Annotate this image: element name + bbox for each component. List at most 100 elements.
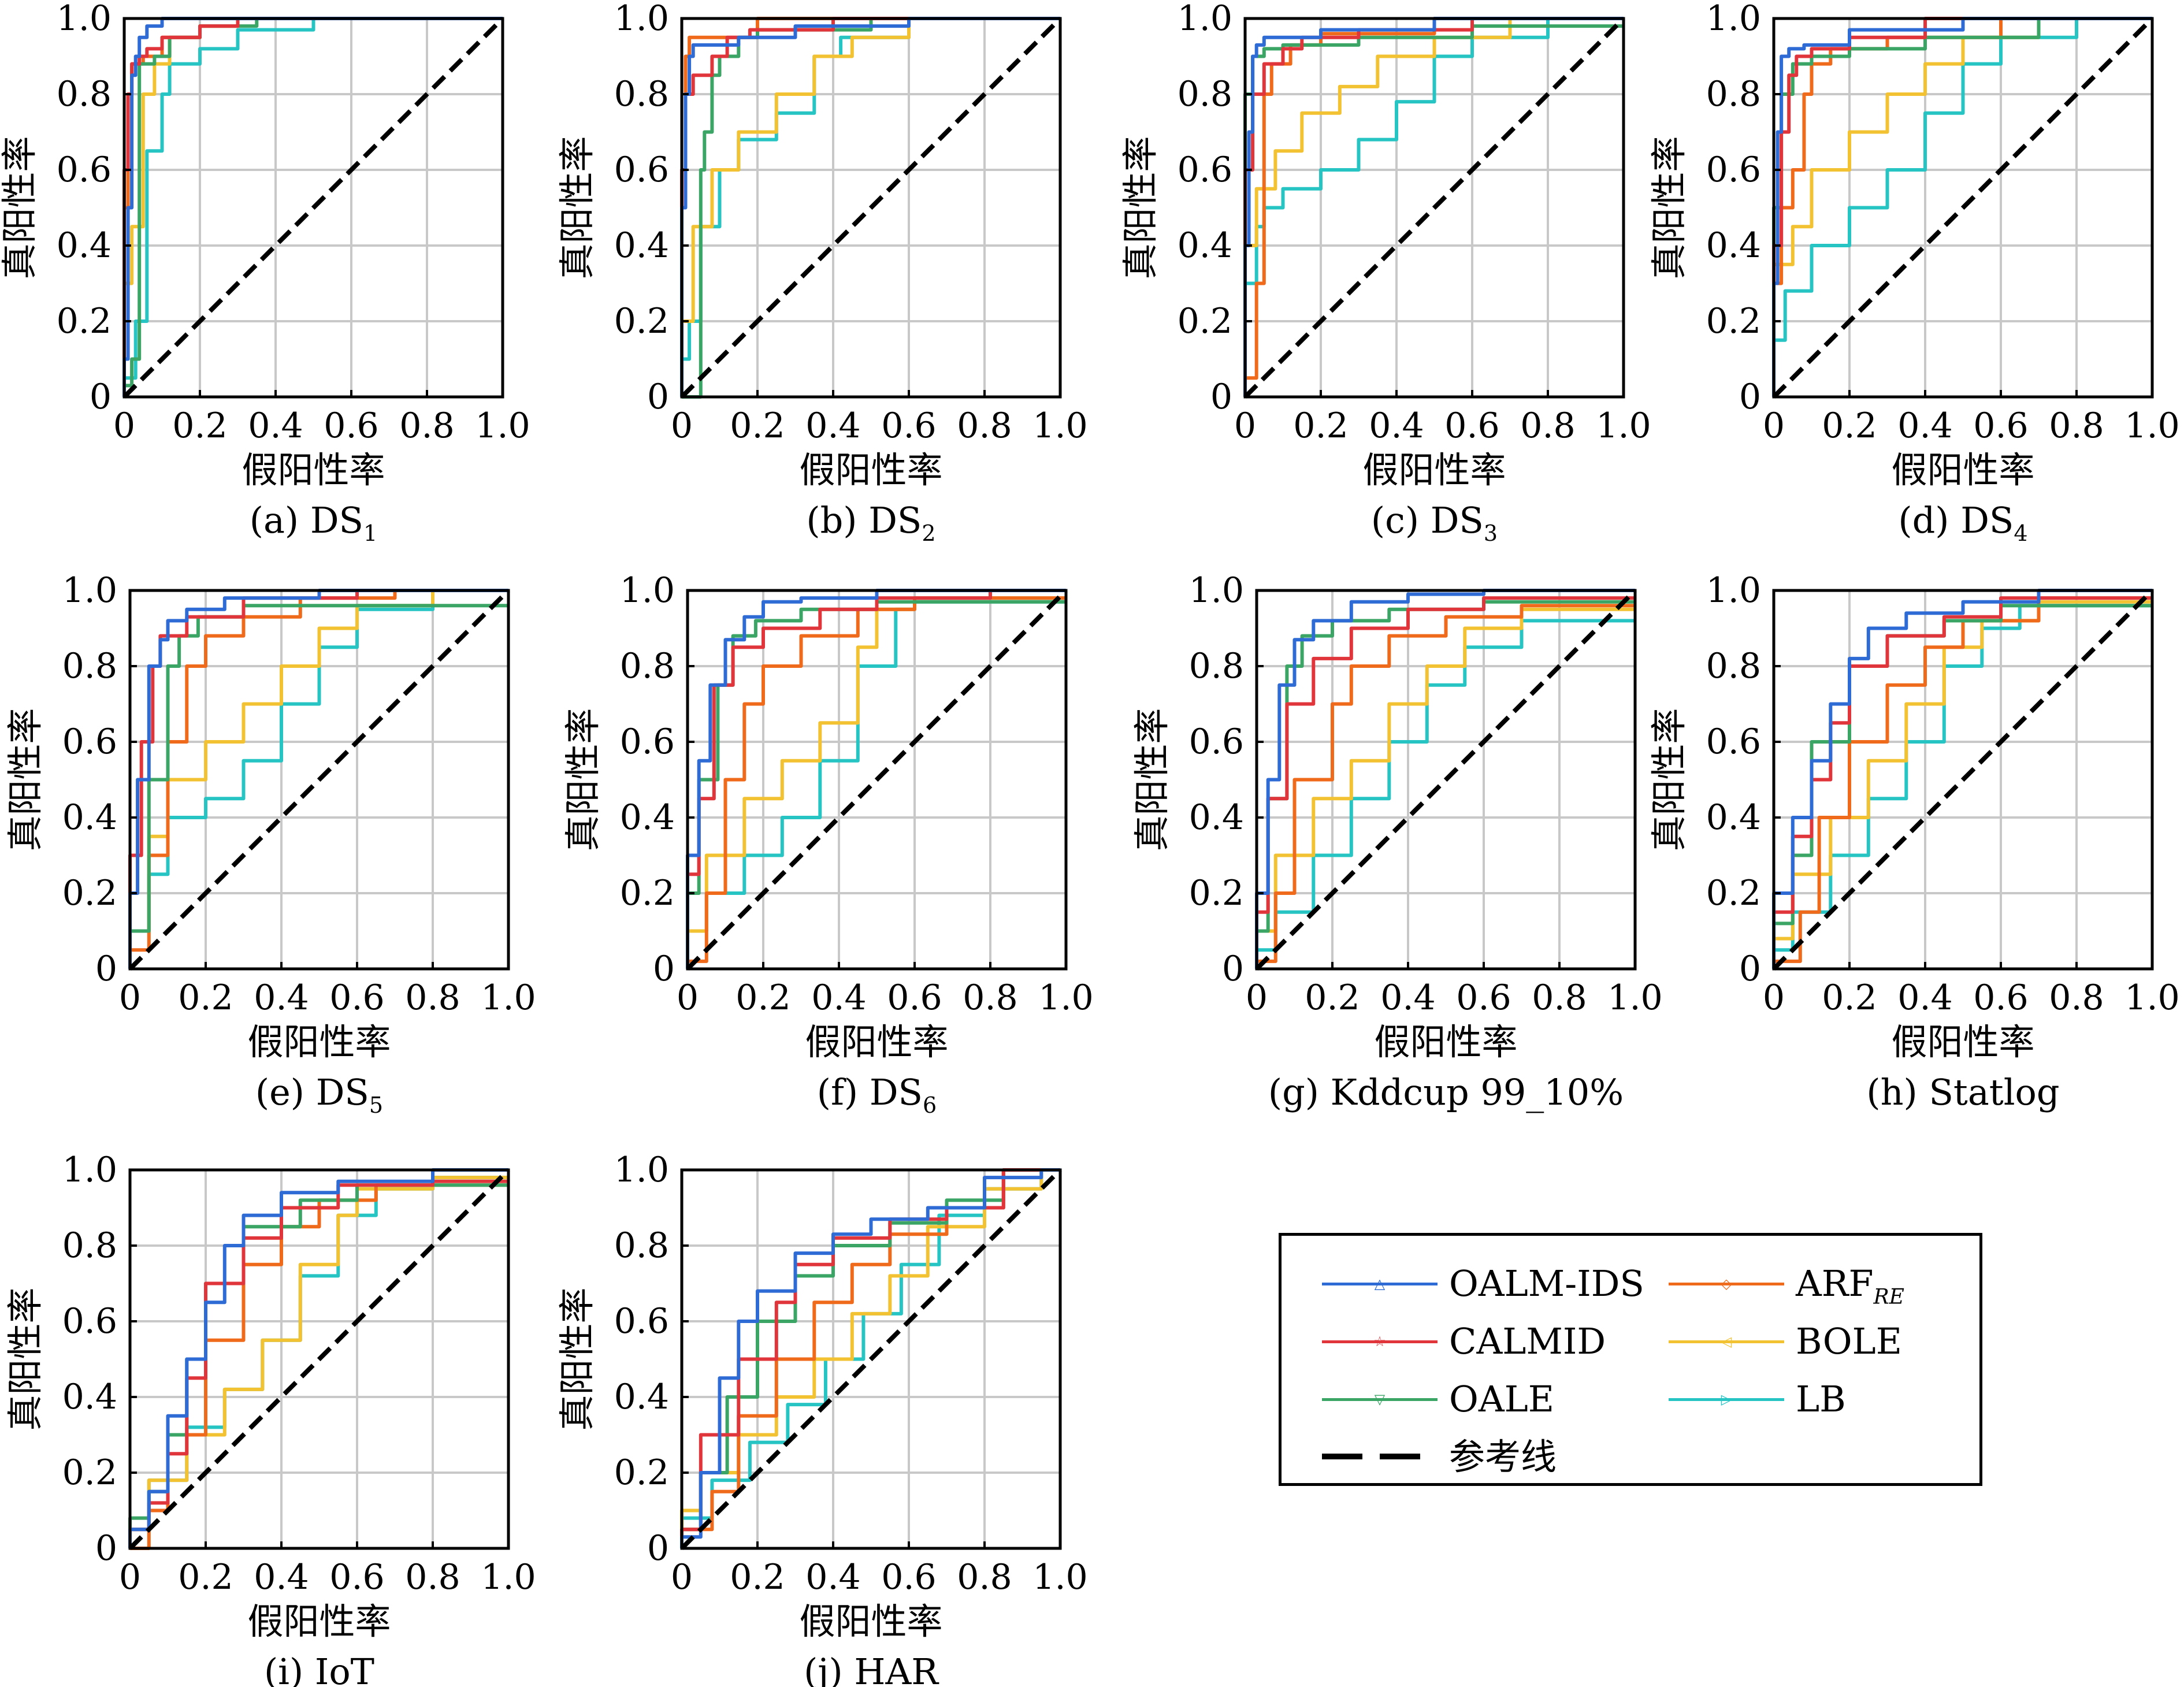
x-tick-label: 0.2 [1822,978,1877,1018]
star-icon: ☆ [1373,1333,1386,1350]
x-axis-label: 假阳性率 [805,1021,948,1063]
y-tick-label: 0.2 [1706,873,1761,913]
y-tick-label: 0.4 [1189,797,1244,838]
y-tick-label: 0 [647,1528,669,1569]
plot-frame [1243,17,1625,399]
x-tick-label: 0.2 [172,406,227,446]
y-tick-label: 0.4 [1706,225,1761,266]
x-tick-label: 0.6 [1973,978,2028,1018]
y-tick-label: 0.8 [1178,74,1232,114]
y-axis-label: 真阳性率 [1648,136,1690,279]
x-tick-label: 0.4 [1897,978,1952,1018]
x-tick-label: 0.6 [887,978,942,1018]
plot-frame [680,17,1062,399]
x-tick-label: 1.0 [1032,1557,1087,1597]
roc-curve-calmid [122,17,503,397]
legend-label: ARFRE [1796,1262,1904,1319]
y-tick-label: 0.8 [1706,646,1761,686]
legend-item-oalm-ids: △ OALM-IDS [1282,1262,1644,1308]
y-tick-label: 0.6 [62,1301,117,1342]
x-tick-label: 1.0 [2124,406,2179,446]
y-tick-label: 0.4 [620,797,675,838]
chart-panel-8: 0 0.2 0.4 0.6 0.8 1.0 0 0.2 0.4 0.6 0.8 1.0 假阳性率 真阳性率… [1648,570,2180,1113]
panel-caption-subscript: 1 [363,521,377,546]
x-tick-label: 0.8 [2049,406,2104,446]
y-tick-label: 0.2 [614,1452,669,1493]
y-axis-label: 真阳性率 [556,1287,598,1430]
roc-curve-oalm-ids [1255,589,1635,969]
y-axis-label: 真阳性率 [0,136,40,279]
y-axis-label: 真阳性率 [4,708,46,851]
roc-curve-oalm-ids [680,17,1060,397]
x-tick-label: 0.6 [324,406,378,446]
x-tick-label: 0.2 [1822,406,1877,446]
y-axis-label: 真阳性率 [1119,136,1161,279]
y-tick-label: 0.6 [1189,722,1244,762]
x-tick-label: 1.0 [1032,406,1087,446]
x-tick-label: 0.6 [1456,978,1511,1018]
reference-line [122,17,504,399]
legend-label-subscript: RE [1873,1285,1904,1309]
legend-item-bole: ◁ BOLE [1628,1320,1975,1366]
legend-label: 参考线 [1449,1436,1557,1478]
chart-panel-3: 0 0.2 0.4 0.6 0.8 1.0 0 0.2 0.4 0.6 0.8 1.0 假阳性率 真阳性率… [1119,0,1651,546]
y-tick-label: 0.6 [614,1301,669,1342]
panel-caption: (j) HAR [804,1651,939,1687]
y-tick-label: 1.0 [57,0,112,39]
legend-swatch [1669,1283,1784,1285]
legend-swatch [1669,1398,1784,1401]
y-axis-label: 真阳性率 [1648,708,1690,851]
y-tick-label: 1.0 [620,570,675,611]
dashed-line-icon [1322,1454,1438,1459]
x-tick-label: 0.4 [1897,406,1952,446]
x-tick-label: 1.0 [475,406,530,446]
x-tick-label: 0.4 [254,978,309,1018]
y-tick-label: 0 [95,1528,117,1569]
x-tick-label: 0.4 [248,406,303,446]
legend-label: CALMID [1449,1320,1606,1362]
x-tick-label: 0.6 [881,406,936,446]
y-tick-label: 0.2 [1178,301,1232,341]
x-tick-label: 1.0 [2124,978,2179,1018]
legend-label: OALE [1449,1378,1555,1420]
y-tick-label: 0.8 [1706,74,1761,114]
y-tick-label: 0 [1739,377,1761,417]
x-axis-label: 假阳性率 [799,449,942,491]
chart-panel-7: 0 0.2 0.4 0.6 0.8 1.0 0 0.2 0.4 0.6 0.8 1.0 假阳性率 真阳性率… [1131,570,1663,1113]
x-tick-label: 0.4 [254,1557,309,1597]
reference-line [680,1168,1062,1550]
plot-frame [1255,589,1637,971]
y-tick-label: 0.6 [1178,150,1232,190]
panel-caption-subscript: 5 [369,1093,383,1118]
x-tick-label: 0 [671,1557,693,1597]
y-tick-label: 0 [1210,377,1232,417]
y-tick-label: 0.2 [62,873,117,913]
x-tick-label: 0.4 [805,406,860,446]
y-tick-label: 0 [90,377,112,417]
x-tick-label: 0.8 [957,406,1012,446]
x-tick-label: 0 [671,406,693,446]
roc-curve-oalm-ids [680,1168,1060,1548]
y-tick-label: 0.2 [620,873,675,913]
reference-line [680,17,1062,399]
x-tick-label: 0.6 [1973,406,2028,446]
diamond-icon: ◇ [1721,1276,1732,1292]
chart-panel-5: 0 0.2 0.4 0.6 0.8 1.0 0 0.2 0.4 0.6 0.8 1.0 假阳性率 真阳性率… [4,570,536,1118]
x-tick-label: 0.6 [329,1557,384,1597]
legend: △ OALM-IDS ◇ ARFRE ☆ CALMID ◁ BOLE ▽ OAL… [1279,1233,1982,1486]
chart-panel-1: 0 0.2 0.4 0.6 0.8 1.0 0 0.2 0.4 0.6 0.8 1.0 假阳性率 真阳性率… [0,0,530,546]
roc-curve-oalm-ids [1243,17,1624,397]
panel-caption-subscript: 6 [923,1093,937,1118]
panel-caption: (b) DS2 [806,499,935,546]
x-tick-label: 0 [119,1557,141,1597]
y-tick-label: 1.0 [1178,0,1232,39]
x-tick-label: 0.4 [811,978,866,1018]
y-tick-label: 0.8 [62,646,117,686]
x-axis-label: 假阳性率 [247,1600,391,1643]
y-tick-label: 0.4 [614,1377,669,1417]
y-tick-label: 0.6 [620,722,675,762]
triangle-down-icon: ▽ [1374,1391,1386,1407]
x-tick-label: 0 [1246,978,1268,1018]
panel-caption: (g) Kddcup 99_10% [1268,1071,1624,1113]
roc-curve-lb [1243,17,1624,397]
